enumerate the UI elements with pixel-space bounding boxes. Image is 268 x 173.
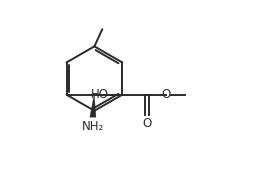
- Text: O: O: [161, 88, 171, 101]
- Polygon shape: [90, 95, 96, 117]
- Text: NH₂: NH₂: [82, 120, 104, 133]
- Text: HO: HO: [91, 88, 109, 101]
- Text: O: O: [142, 117, 152, 130]
